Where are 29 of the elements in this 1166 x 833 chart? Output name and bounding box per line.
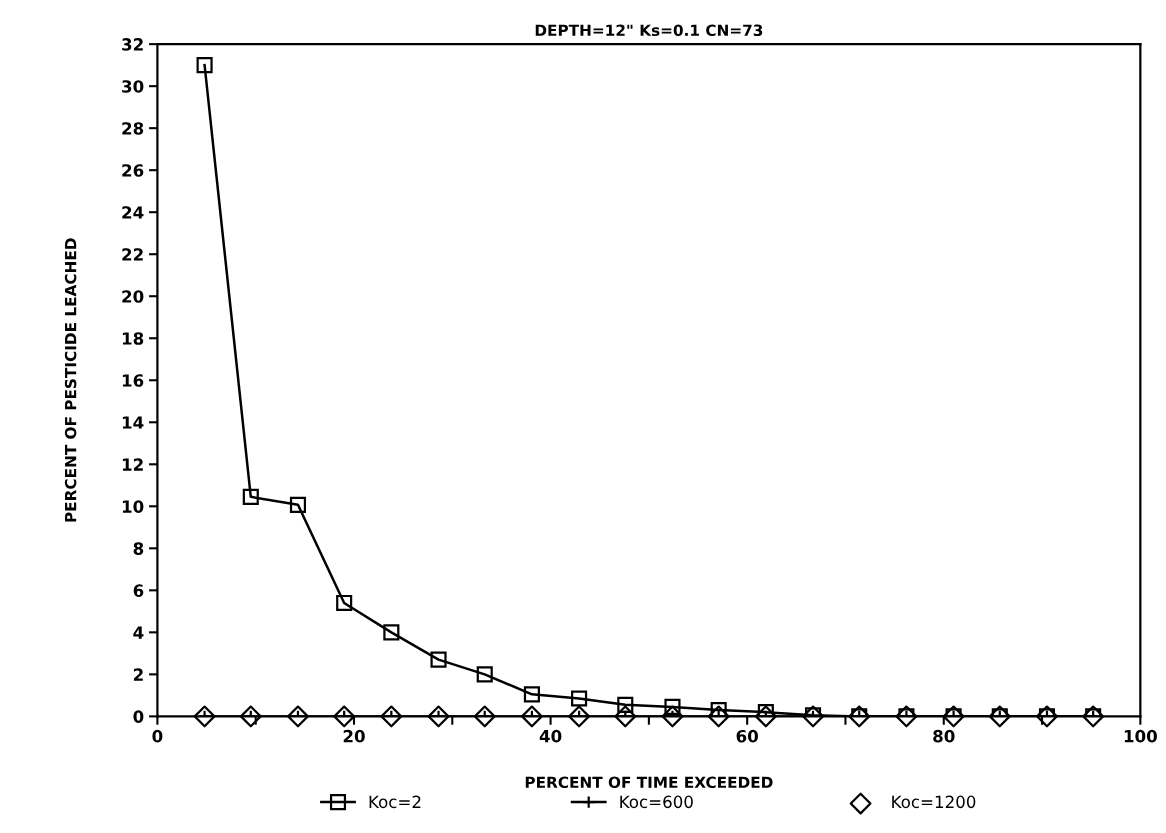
x-tick-label: 0 xyxy=(152,729,163,743)
legend-label: Koc=600 xyxy=(620,795,693,809)
y-tick-label: 20 xyxy=(122,290,144,303)
y-tick-label: 22 xyxy=(122,248,143,261)
y-tick-label: 18 xyxy=(122,332,144,345)
y-tick-label: 30 xyxy=(122,80,144,93)
y-tick-label: 12 xyxy=(122,458,143,471)
legend-label: Koc=1200 xyxy=(892,795,976,809)
y-tick-label: 8 xyxy=(133,542,144,555)
y-tick-label: 6 xyxy=(133,584,144,597)
x-tick-label: 40 xyxy=(539,729,562,743)
y-tick-label: 32 xyxy=(122,38,143,51)
y-tick-label: 10 xyxy=(122,500,144,513)
x-tick-label: 20 xyxy=(343,729,365,743)
x-axis-title: PERCENT OF TIME EXCEEDED xyxy=(525,776,773,789)
legend-label: Koc=2 xyxy=(369,795,421,809)
x-tick-label: 100 xyxy=(1124,729,1157,743)
y-tick-label: 0 xyxy=(133,710,144,723)
x-tick-label: 60 xyxy=(736,729,758,743)
y-axis-title: PERCENT OF PESTICIDE LEACHED xyxy=(64,238,77,522)
chart-title: DEPTH=12" Ks=0.1 CN=73 xyxy=(535,24,763,37)
y-tick-label: 16 xyxy=(122,374,144,387)
y-tick-label: 26 xyxy=(122,164,144,177)
y-tick-label: 2 xyxy=(133,668,143,681)
y-tick-label: 4 xyxy=(133,626,144,639)
y-tick-label: 24 xyxy=(122,206,144,219)
y-tick-label: 28 xyxy=(122,122,144,135)
y-tick-label: 14 xyxy=(122,416,144,429)
x-tick-label: 80 xyxy=(933,729,955,743)
